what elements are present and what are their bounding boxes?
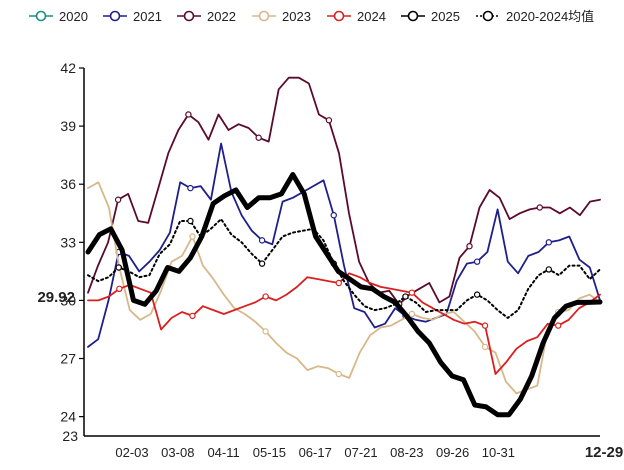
legend-label: 2021	[133, 9, 162, 24]
y-tick-label: 27	[60, 351, 76, 367]
series-marker	[335, 370, 342, 378]
series-marker	[481, 322, 489, 329]
series-marker	[258, 260, 266, 267]
series-marker	[115, 264, 122, 271]
x-tick-label: 02-03	[115, 445, 148, 460]
y-tick-label: 36	[60, 176, 76, 192]
series-marker	[258, 237, 266, 244]
legend-label: 2024	[357, 9, 386, 24]
current-value-label: 29.92	[37, 289, 75, 306]
series-marker	[262, 328, 269, 335]
series-line-2024	[87, 272, 601, 375]
series-marker	[408, 289, 416, 296]
y-tick-label: 39	[60, 118, 76, 134]
series-marker	[189, 312, 196, 320]
legend-label: 2020-2024均值	[506, 9, 594, 24]
series-layer	[85, 76, 603, 418]
y-tick-label: 30	[60, 292, 76, 308]
axes	[83, 68, 600, 437]
legend-label: 2025	[431, 9, 460, 24]
series-marker	[545, 239, 553, 246]
series-marker	[335, 279, 342, 287]
series-marker	[262, 293, 269, 300]
series-marker	[481, 343, 489, 351]
series-marker	[114, 196, 122, 203]
y-tick-label: 33	[60, 234, 76, 250]
ticks: 24 27 30 33 36 39 42 02-03 03-08 04-11 05-15 06-17 0…	[60, 60, 515, 460]
series-marker	[325, 117, 333, 124]
series-line-avg	[87, 218, 601, 319]
legend-marker	[482, 10, 494, 22]
series-marker	[330, 211, 337, 219]
series-marker	[466, 242, 473, 250]
series-marker	[189, 233, 196, 240]
legend-marker	[183, 10, 195, 22]
x-tick-label: 07-21	[344, 445, 377, 460]
x-tick-label: 08-23	[390, 445, 423, 460]
series-marker	[116, 285, 123, 292]
legend-marker	[35, 10, 47, 22]
series-line-2022	[87, 76, 601, 306]
legend-label: 2022	[207, 9, 236, 24]
series-marker	[255, 134, 262, 141]
x-tick-label: 03-08	[161, 445, 194, 460]
legend-marker	[333, 10, 345, 22]
x-tick-label: 09-26	[436, 445, 469, 460]
series-line-2021	[87, 142, 601, 348]
series-marker	[473, 258, 481, 265]
y-tick-label: 42	[60, 60, 76, 76]
x-tick-label: 06-17	[299, 445, 332, 460]
series-marker	[536, 204, 543, 211]
series-marker	[408, 310, 416, 318]
series-marker	[555, 322, 562, 329]
y-tick-label: 24	[60, 409, 76, 425]
series-marker	[187, 217, 194, 225]
legend-marker	[258, 10, 270, 22]
series-marker	[545, 266, 553, 273]
series-marker	[402, 293, 409, 300]
legend-marker	[407, 10, 419, 22]
series-line-2023	[87, 181, 601, 395]
x-tick-label: 05-15	[253, 445, 286, 460]
x-tick-label: 10-31	[482, 445, 515, 460]
x-end-label: 12-29	[585, 444, 623, 461]
series-line-2025	[85, 172, 603, 418]
series-marker	[187, 184, 194, 192]
series-marker	[185, 111, 192, 118]
legend-marker	[109, 10, 121, 22]
legend: 2020 2021 2022 2023 2024 2025 2020-2024均值	[29, 9, 594, 24]
legend-label: 2020	[59, 9, 88, 24]
y-min-label: 23	[62, 428, 78, 444]
x-tick-label: 04-11	[207, 445, 239, 460]
legend-label: 2023	[282, 9, 311, 24]
series-marker	[473, 291, 481, 298]
